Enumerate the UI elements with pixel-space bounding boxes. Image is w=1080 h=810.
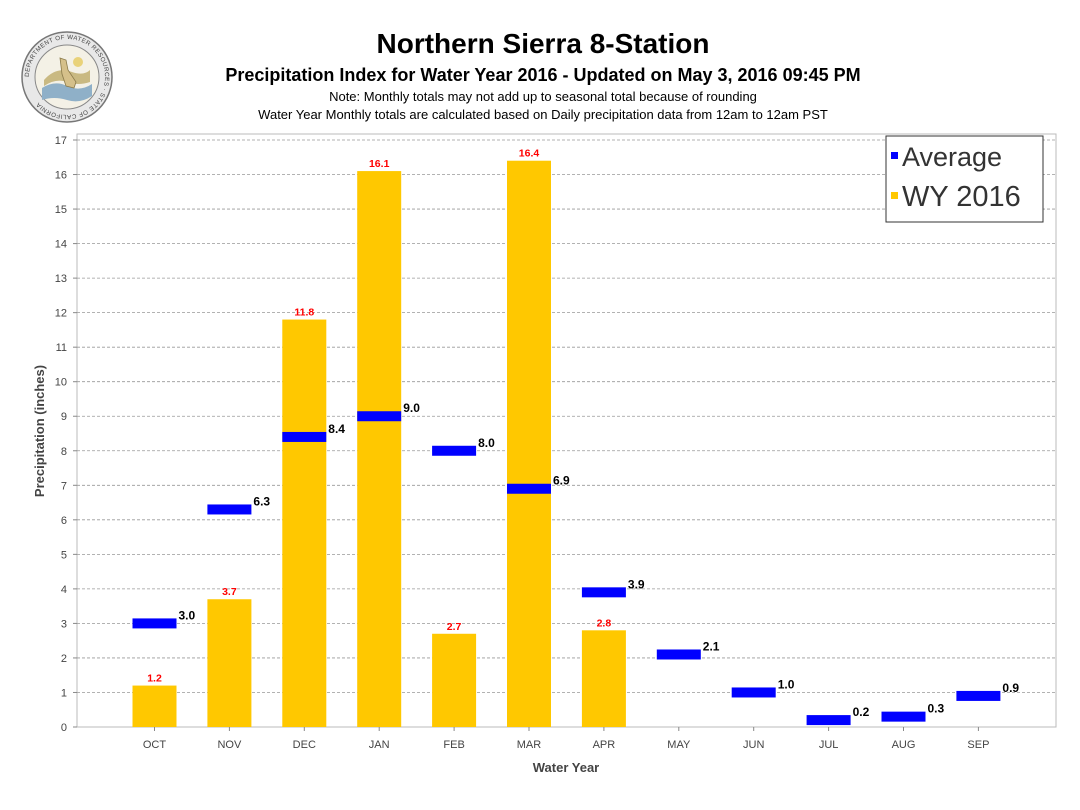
y-tick-label: 9 <box>61 411 67 423</box>
chart-note-daily: Water Year Monthly totals are calculated… <box>258 107 828 122</box>
y-tick-label: 14 <box>55 239 67 251</box>
x-tick-label: OCT <box>143 739 167 751</box>
average-marker <box>806 715 851 726</box>
y-tick-label: 7 <box>61 480 67 492</box>
x-tick-label: APR <box>593 739 616 751</box>
wy2016-value-label: 16.1 <box>369 158 390 170</box>
legend-label-average: Average <box>902 142 1002 172</box>
wy2016-bar <box>507 160 551 727</box>
average-value-label: 3.9 <box>628 577 645 591</box>
x-tick-label: DEC <box>293 739 316 751</box>
chart-title: Northern Sierra 8-Station <box>376 28 710 59</box>
average-value-label: 6.3 <box>253 494 270 508</box>
x-tick-label: MAR <box>517 739 542 751</box>
y-tick-label: 2 <box>61 653 67 665</box>
y-tick-label: 4 <box>61 584 67 596</box>
average-value-label: 9.0 <box>403 401 420 415</box>
y-tick-label: 16 <box>55 170 67 182</box>
x-axis-label: Water Year <box>533 760 600 775</box>
legend-swatch-wy2016 <box>891 192 898 199</box>
average-marker <box>207 504 252 515</box>
average-marker <box>731 687 776 698</box>
wy2016-bar <box>581 630 626 727</box>
y-tick-label: 6 <box>61 515 67 527</box>
wy2016-bar <box>432 633 477 727</box>
wy2016-value-label: 11.8 <box>294 307 314 319</box>
wy2016-value-label: 16.4 <box>519 148 540 160</box>
data-labels: 1.2 3.7 11.8 16.1 2.7 16.4 2.8 3.0 6.3 8.4 9.0 8.0 6… <box>147 148 1019 719</box>
legend: Average WY 2016 <box>885 135 1044 223</box>
average-value-label: 2.1 <box>703 639 720 653</box>
average-marker <box>282 431 327 442</box>
average-value-label: 0.9 <box>1002 681 1019 695</box>
average-marker <box>581 587 626 598</box>
x-axis: OCT NOV DEC JAN FEB MAR APR MAY JUN JUL AUG SEP <box>143 727 989 751</box>
average-value-label: 0.2 <box>853 705 870 719</box>
average-value-label: 8.4 <box>328 422 345 436</box>
x-tick-label: AUG <box>892 739 916 751</box>
x-tick-label: MAY <box>667 739 691 751</box>
y-tick-label: 1 <box>61 687 67 699</box>
y-axis-label: Precipitation (inches) <box>32 365 47 497</box>
average-value-label: 8.0 <box>478 436 495 450</box>
y-tick-label: 17 <box>55 135 67 147</box>
x-tick-label: JAN <box>369 739 390 751</box>
x-tick-label: NOV <box>217 739 242 751</box>
average-value-label: 0.3 <box>928 702 945 716</box>
legend-swatch-average <box>891 152 898 159</box>
average-marker <box>432 445 477 456</box>
dwr-seal-logo: DEPARTMENT OF WATER RESOURCES · STATE OF… <box>21 31 113 123</box>
wy2016-value-label: 2.7 <box>447 621 462 633</box>
y-tick-label: 3 <box>61 618 67 630</box>
y-tick-label: 11 <box>56 342 67 354</box>
y-tick-label: 12 <box>55 308 67 320</box>
average-value-label: 1.0 <box>778 677 795 691</box>
y-tick-label: 10 <box>55 377 67 389</box>
y-tick-label: 0 <box>61 722 67 734</box>
wy2016-bar <box>132 685 177 727</box>
chart-subtitle: Precipitation Index for Water Year 2016 … <box>225 65 861 85</box>
average-value-label: 6.9 <box>553 474 570 488</box>
x-tick-label: JUL <box>819 739 839 751</box>
x-tick-label: JUN <box>743 739 764 751</box>
average-markers <box>132 411 1001 726</box>
wy2016-value-label: 3.7 <box>222 586 237 598</box>
y-tick-label: 5 <box>61 549 67 561</box>
average-marker <box>507 483 551 494</box>
wy2016-bars <box>132 160 626 727</box>
average-marker <box>357 411 402 422</box>
legend-box <box>885 135 1044 223</box>
wy2016-bar <box>357 171 402 727</box>
average-marker <box>881 711 926 722</box>
chart-note-rounding: Note: Monthly totals may not add up to s… <box>329 89 757 104</box>
wy2016-bar <box>207 599 252 727</box>
average-marker <box>956 690 1001 701</box>
x-tick-label: SEP <box>967 739 989 751</box>
wy2016-bar <box>282 319 327 727</box>
y-tick-label: 8 <box>61 446 67 458</box>
average-marker <box>656 649 701 660</box>
y-tick-label: 13 <box>55 273 67 285</box>
average-marker <box>132 618 177 629</box>
wy2016-value-label: 1.2 <box>147 673 162 685</box>
x-tick-label: FEB <box>443 739 464 751</box>
wy2016-value-label: 2.8 <box>597 617 612 629</box>
y-tick-label: 15 <box>55 204 67 216</box>
average-value-label: 3.0 <box>179 608 196 622</box>
legend-label-wy2016: WY 2016 <box>902 181 1021 213</box>
